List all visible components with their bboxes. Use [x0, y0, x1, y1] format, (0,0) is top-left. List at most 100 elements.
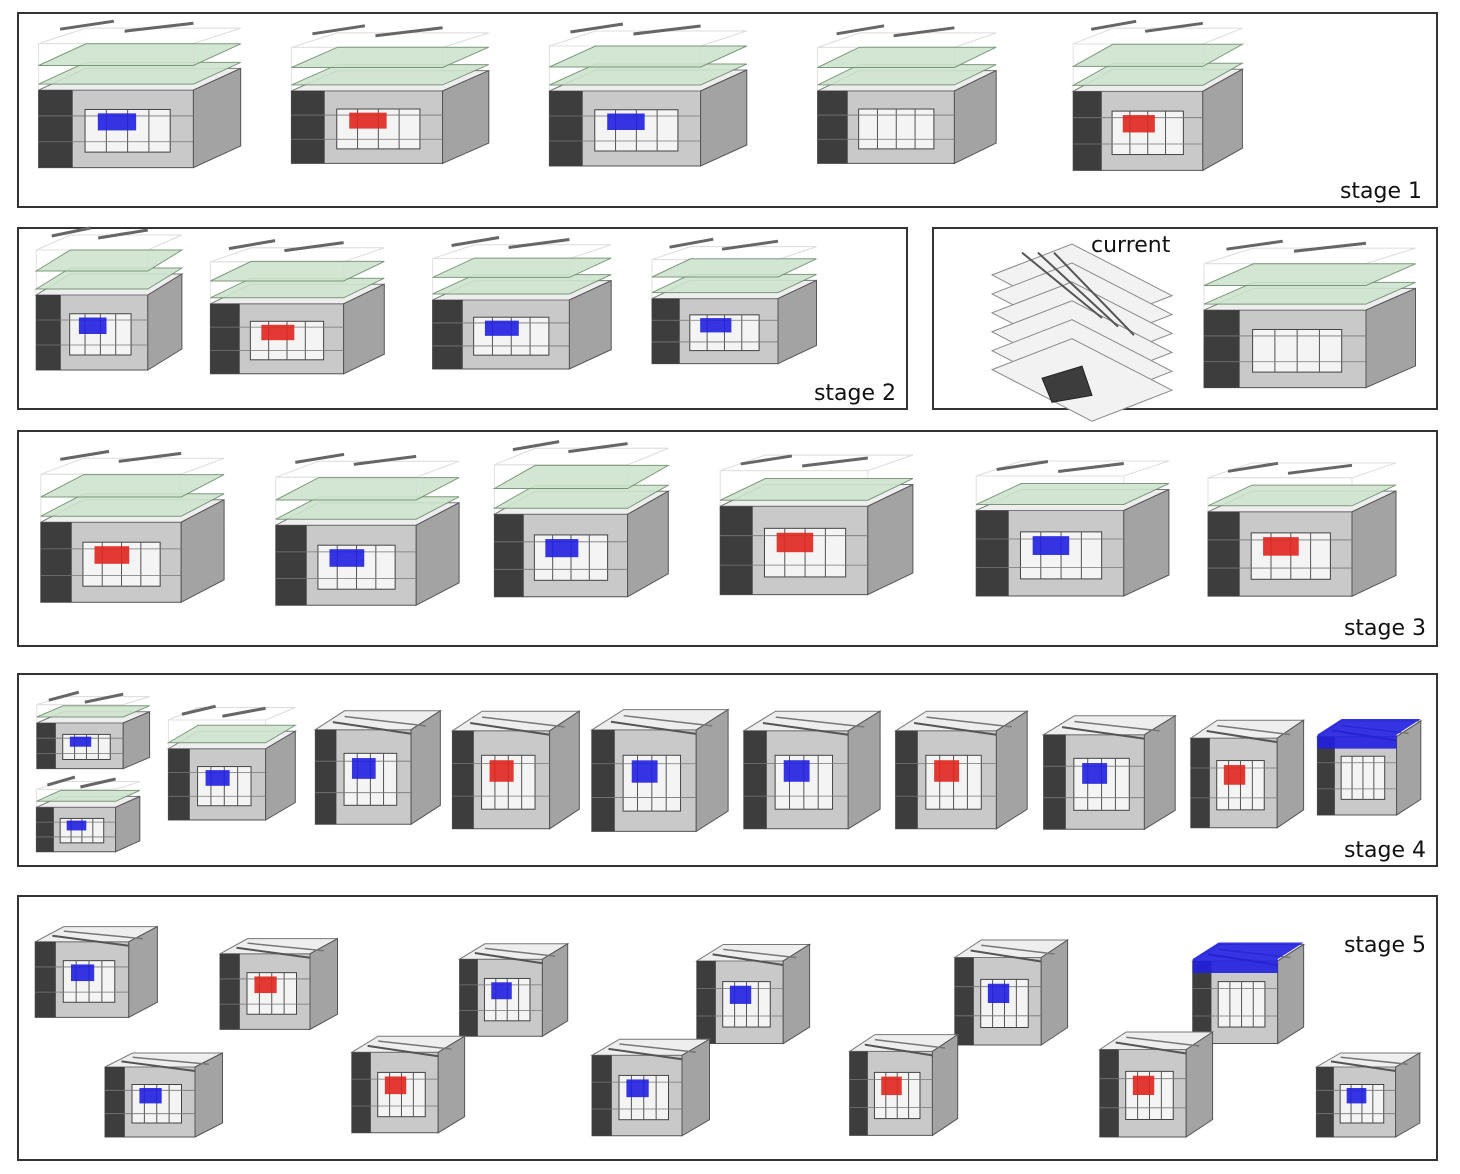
stage-5-model-11	[1095, 1022, 1215, 1147]
truss-member	[1115, 1041, 1187, 1055]
model-drawing	[1203, 239, 1416, 389]
floor-slab	[549, 63, 748, 86]
dark-wall	[291, 90, 325, 164]
model-drawing	[104, 1052, 223, 1138]
truss-member	[132, 1056, 209, 1065]
truss-member	[512, 440, 560, 452]
truss-member	[1227, 461, 1279, 473]
truss-member	[970, 949, 1042, 963]
side-face	[1123, 488, 1170, 597]
dark-wall	[1317, 736, 1335, 816]
floor-slab	[38, 43, 241, 66]
stage-5-model-8	[347, 1027, 467, 1142]
red-highlight	[1263, 537, 1299, 556]
stage-3-model-6	[1200, 460, 1400, 608]
red-highlight	[776, 532, 814, 553]
stage-5-model-1	[30, 918, 160, 1026]
dark-wall	[432, 299, 463, 369]
truss-member	[84, 692, 124, 704]
blue-highlight	[329, 549, 365, 567]
stage-2-model-4	[645, 237, 820, 374]
blue-highlight	[78, 317, 107, 334]
red-highlight	[261, 324, 295, 341]
blue-highlight	[69, 736, 92, 747]
truss-member	[52, 934, 129, 947]
floor-slab	[210, 260, 385, 282]
dark-wall	[1192, 960, 1212, 1044]
blue-highlight	[1346, 1088, 1367, 1104]
truss-member	[124, 21, 194, 33]
stage-3-model-3	[487, 440, 672, 610]
blue-highlight	[783, 760, 810, 782]
dark-wall	[1043, 734, 1066, 830]
side-face	[695, 708, 729, 833]
red-highlight	[934, 760, 960, 782]
floor-slab	[275, 477, 460, 501]
truss-member	[97, 228, 149, 240]
blue-highlight	[700, 318, 732, 333]
truss-member	[121, 1060, 196, 1072]
truss-member	[981, 944, 1055, 955]
floor-slab	[38, 61, 241, 85]
truss-member	[633, 24, 701, 36]
stage-2-label: stage 2	[813, 381, 896, 406]
truss-member	[864, 1043, 933, 1057]
side-face	[415, 501, 460, 607]
model-drawing	[742, 710, 882, 830]
truss-member	[295, 452, 345, 464]
dark-wall	[452, 730, 474, 829]
dark-wall	[494, 514, 524, 597]
stage-4-model-7	[890, 700, 1030, 840]
model-drawing	[548, 22, 748, 167]
truss-member	[1058, 462, 1124, 473]
dark-wall	[210, 303, 240, 374]
floor-slab	[651, 273, 817, 294]
truss-member	[926, 716, 1012, 728]
red-highlight	[1223, 765, 1246, 785]
blue-highlight	[491, 982, 512, 1000]
side-face	[194, 1052, 223, 1138]
stage-2-model-2	[203, 239, 388, 385]
stage-4-model-3	[310, 700, 443, 835]
truss-member	[836, 24, 885, 36]
red-highlight	[94, 546, 130, 564]
truss-member	[712, 953, 784, 966]
dark-wall	[275, 525, 307, 606]
dark-wall	[549, 91, 583, 166]
model-drawing	[40, 449, 225, 604]
model-drawing	[350, 1035, 467, 1134]
truss-member	[762, 721, 849, 736]
blue-highlight	[607, 113, 645, 130]
stage-4-model-8	[1038, 705, 1178, 840]
truss-member	[623, 714, 713, 727]
side-face	[1395, 1052, 1421, 1138]
floor-slab	[719, 478, 914, 501]
floor-slab	[975, 483, 1170, 505]
dark-wall	[849, 1051, 868, 1136]
stage-5-model-2	[215, 930, 340, 1038]
blue-highlight	[351, 758, 376, 779]
truss-member	[1226, 239, 1283, 251]
blue-highlight	[1192, 942, 1304, 973]
floor-slab	[549, 45, 748, 68]
truss-member	[312, 24, 366, 36]
floor-slab	[651, 258, 817, 278]
truss-member	[1206, 730, 1278, 744]
blue-highlight	[205, 770, 230, 786]
model-drawing	[1071, 19, 1245, 172]
truss-member	[893, 26, 955, 38]
blue-highlight	[631, 760, 658, 783]
truss-member	[48, 690, 80, 702]
model-drawing	[492, 440, 671, 598]
truss-member	[610, 720, 697, 735]
floor-slab	[1071, 62, 1245, 86]
model-drawing	[1191, 942, 1306, 1045]
side-face	[309, 937, 338, 1031]
dark-wall	[954, 957, 974, 1045]
stage-4-label: stage 4	[1343, 838, 1426, 863]
truss-member	[913, 721, 997, 736]
truss-member	[247, 942, 324, 952]
truss-member	[802, 456, 868, 468]
truss-member	[568, 442, 628, 454]
truss-member	[1126, 1036, 1200, 1047]
